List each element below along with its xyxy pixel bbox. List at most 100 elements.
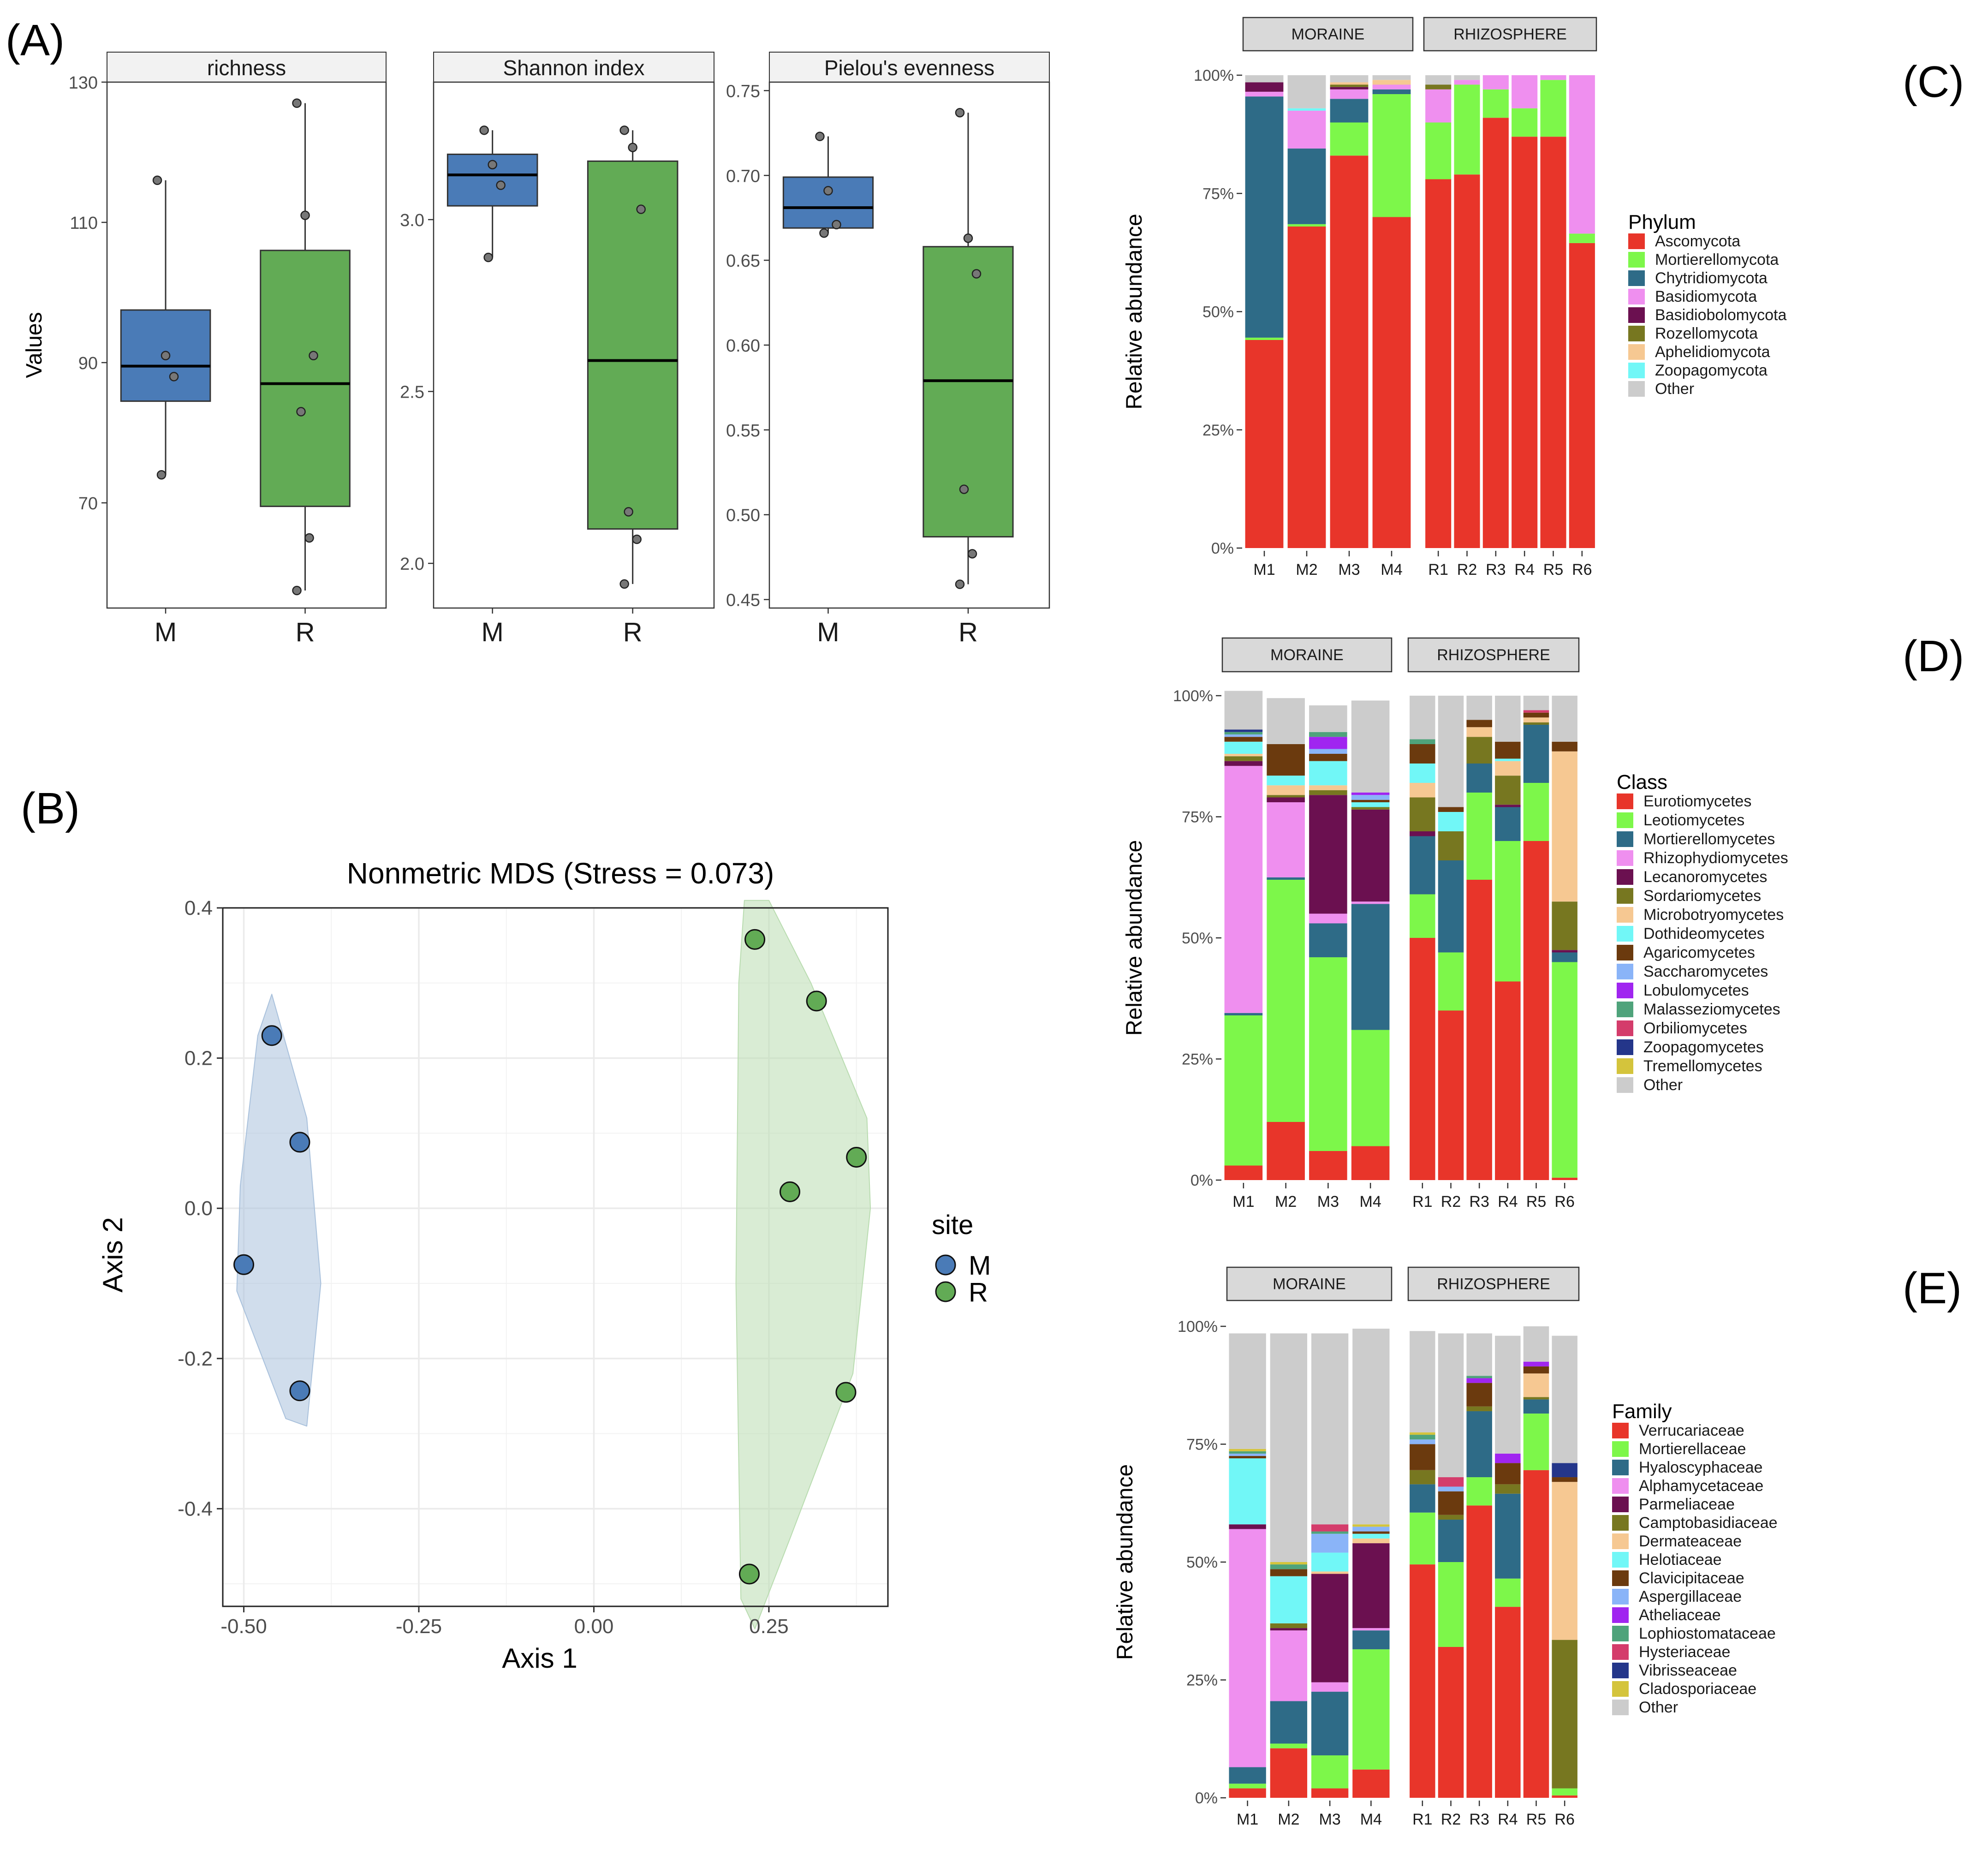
- bar-ytick-label: 50%: [1182, 930, 1213, 947]
- bar-segment-r3: [1466, 1505, 1492, 1798]
- bar-segment-m3: [1309, 923, 1347, 957]
- legend-label: Ascomycota: [1655, 233, 1740, 250]
- legend-title-site: site: [932, 1210, 973, 1240]
- bar-segment-r1: [1425, 179, 1452, 548]
- bar-segment-m1: [1229, 1788, 1266, 1798]
- legend-swatch: [1612, 1570, 1629, 1586]
- nmds-ytick-label: 0.0: [185, 1197, 213, 1220]
- bar-xtick-label: M3: [1338, 561, 1360, 579]
- bar-ytick-label: 75%: [1186, 1436, 1218, 1454]
- bar-segment-r1: [1410, 1331, 1435, 1432]
- bar-ytick-label: 25%: [1186, 1672, 1218, 1689]
- bar-segment-m4: [1351, 809, 1390, 902]
- panel-a-ytick-label: 0.60: [726, 336, 760, 356]
- panel-a-xtick-label: R: [296, 617, 315, 647]
- bar-segment-r2: [1438, 952, 1464, 1011]
- legend-label: Atheliaceae: [1639, 1606, 1721, 1624]
- bar-xtick-label: M2: [1275, 1193, 1297, 1211]
- legend-label: Chytridiomycota: [1655, 269, 1768, 287]
- bar-segment-m4: [1352, 1543, 1390, 1628]
- legend-label: Eurotiomycetes: [1643, 793, 1751, 810]
- bar-segment-r6: [1569, 243, 1595, 548]
- bar-segment-m3: [1309, 790, 1347, 795]
- bar-segment-r1: [1410, 783, 1435, 798]
- legend-label: Hyaloscyphaceae: [1639, 1459, 1762, 1476]
- bar-segment-m3: [1311, 1571, 1349, 1574]
- bar-xtick-label: M2: [1278, 1811, 1299, 1828]
- bar-ytick-label: 25%: [1182, 1051, 1213, 1068]
- box-point: [152, 175, 162, 185]
- bar-segment-m4: [1351, 795, 1390, 800]
- bar-xtick-label: R6: [1554, 1193, 1574, 1211]
- panel-a-ylabel: Values: [22, 312, 47, 378]
- nmds-point-m: [289, 1380, 310, 1402]
- legend-swatch: [1612, 1478, 1629, 1494]
- bar-segment-m4: [1352, 1533, 1390, 1539]
- bar-segment-m2: [1270, 1628, 1308, 1631]
- bar-segment-r4: [1495, 761, 1521, 776]
- facet-plot-bg: [1424, 75, 1596, 548]
- bar-segment-m4: [1351, 807, 1390, 810]
- bar-segment-r4: [1512, 137, 1538, 548]
- bar-segment-m3: [1309, 737, 1347, 749]
- box-point: [296, 407, 306, 417]
- box-point: [300, 210, 310, 221]
- bar-segment-r4: [1495, 1453, 1521, 1463]
- facet-plot-bg: [1408, 1326, 1579, 1798]
- bar-segment-m1: [1224, 756, 1263, 761]
- legend-label: Aspergillaceae: [1639, 1588, 1742, 1605]
- bar-segment-m4: [1372, 84, 1411, 89]
- nmds-xtick-label: 0.00: [574, 1615, 614, 1638]
- box-point: [636, 204, 646, 214]
- bar-segment-m1: [1224, 766, 1263, 1013]
- bar-segment-r1: [1410, 1484, 1435, 1513]
- bar-segment-m1: [1229, 1451, 1266, 1454]
- legend-swatch: [1612, 1700, 1629, 1715]
- bar-segment-m2: [1270, 1569, 1308, 1576]
- bar-segment-r4: [1495, 807, 1521, 841]
- bar-segment-m4: [1351, 700, 1390, 793]
- legend-title: Class: [1617, 771, 1667, 793]
- bar-ylabel: Relative abundance: [1122, 214, 1147, 409]
- legend-label: Mortierellomycetes: [1643, 830, 1775, 848]
- bar-segment-m3: [1311, 1552, 1349, 1572]
- panel-d-class-bars: MORAINE RHIZOSPHERE M1 M2 M3 M4 R1 R2 R3 R4 R5 R6 10…: [1122, 637, 1788, 1211]
- bar-ytick-label: 75%: [1182, 809, 1213, 826]
- bar-segment-r4: [1495, 1578, 1521, 1607]
- bar-xtick-label: M1: [1237, 1811, 1258, 1828]
- bar-segment-r1: [1410, 797, 1435, 831]
- bar-segment-r2: [1438, 1491, 1464, 1515]
- legend-title: Family: [1612, 1400, 1672, 1423]
- bar-segment-r1: [1410, 696, 1435, 740]
- bar-segment-r6: [1569, 233, 1595, 243]
- bar-segment-r3: [1466, 720, 1492, 728]
- bar-segment-m2: [1287, 227, 1326, 548]
- bar-segment-r5: [1523, 1361, 1549, 1366]
- legend-label: Lobulomycetes: [1643, 982, 1749, 999]
- bar-segment-r4: [1495, 1463, 1521, 1485]
- bar-segment-r6: [1552, 1482, 1577, 1640]
- panel-c-phylum-bars: MORAINE RHIZOSPHERE M1 M2 M3 M4 R1 R2 R3 R4 R5 R6 10…: [1122, 17, 1786, 579]
- legend-label: Tremellomycetes: [1643, 1057, 1762, 1075]
- bar-segment-r5: [1523, 696, 1549, 710]
- bar-segment-r5: [1523, 1397, 1549, 1400]
- bar-segment-r1: [1410, 764, 1435, 783]
- bar-segment-m1: [1224, 1013, 1263, 1015]
- bar-segment-m1: [1224, 737, 1263, 742]
- bar-xtick-label: R3: [1486, 561, 1506, 579]
- legend-label: Malasseziomycetes: [1643, 1001, 1780, 1018]
- bar-segment-m3: [1309, 957, 1347, 1151]
- bar-segment-m3: [1330, 99, 1369, 123]
- legend-label: Mortierellaceae: [1639, 1440, 1746, 1458]
- bar-segment-r4: [1495, 1336, 1521, 1454]
- bar-segment-r1: [1410, 1444, 1435, 1470]
- bar-segment-r4: [1512, 75, 1538, 108]
- bar-segment-m2: [1270, 1630, 1308, 1701]
- panel-a-strip: [433, 52, 714, 83]
- bar-segment-m4: [1352, 1630, 1390, 1650]
- bar-segment-r3: [1466, 1477, 1492, 1506]
- bar-segment-m2: [1267, 775, 1305, 786]
- bar-segment-m2: [1287, 224, 1326, 227]
- bar-segment-r4: [1495, 805, 1521, 807]
- bar-segment-r1: [1410, 836, 1435, 895]
